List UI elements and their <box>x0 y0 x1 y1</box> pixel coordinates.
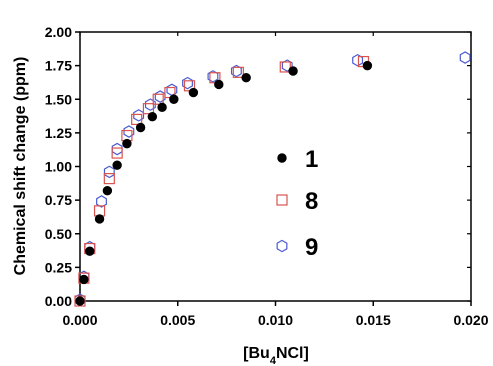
y-axis: 0.00 0.25 0.50 0.75 1.00 1.25 1.50 1.75 2.00 <box>45 24 471 309</box>
x-tick-label: 0.020 <box>453 312 488 328</box>
x-tick-label: 0.010 <box>258 312 293 328</box>
series-9 <box>74 51 471 306</box>
x-axis-title: [Bu4NCl] <box>243 345 309 366</box>
data-point-series-1 <box>288 66 298 76</box>
y-tick-label: 0.75 <box>45 192 72 208</box>
data-point-series-1 <box>362 60 373 71</box>
data-point-series-9 <box>459 51 471 64</box>
legend-label-1: 1 <box>305 146 318 173</box>
data-point-series-8 <box>142 103 155 115</box>
series-1 <box>75 60 373 306</box>
data-point-series-9 <box>96 195 107 208</box>
x-tick-label: 0.000 <box>62 312 97 328</box>
y-tick-label: 1.75 <box>45 58 72 74</box>
data-point-series-1 <box>135 122 146 133</box>
data-point-series-8 <box>131 113 143 126</box>
data-point-series-1 <box>214 79 224 90</box>
plot-border <box>79 31 472 302</box>
data-point-series-1 <box>169 94 179 104</box>
data-point-series-9 <box>103 165 115 179</box>
y-tick-label: 1.00 <box>45 159 72 175</box>
data-point-series-8 <box>279 61 291 73</box>
x-axis-title-subscript: 4 <box>270 355 277 366</box>
data-point-series-8 <box>232 66 244 78</box>
y-tick-label: 0.25 <box>45 259 72 275</box>
legend-marker-9 <box>276 239 288 253</box>
data-point-series-9 <box>144 98 156 111</box>
data-point-series-9 <box>281 59 293 72</box>
data-point-series-1 <box>188 87 199 98</box>
x-axis-title-prefix: [Bu <box>243 345 270 362</box>
data-point-series-1 <box>102 186 113 196</box>
legend-marker-1 <box>277 153 287 163</box>
data-point-series-1 <box>241 73 251 83</box>
data-point-series-1 <box>157 102 167 113</box>
legend-label-9: 9 <box>305 234 318 261</box>
data-point-series-8 <box>103 173 115 185</box>
y-tick-label: 1.25 <box>45 125 72 141</box>
y-tick-label: 0.50 <box>45 226 72 242</box>
data-point-series-9 <box>207 70 219 83</box>
data-point-series-1 <box>94 214 105 224</box>
y-axis-title: Chemical shift change (ppm) <box>12 57 29 276</box>
y-tick-label: 1.50 <box>45 91 72 107</box>
y-tick-label: 0.00 <box>45 293 72 309</box>
series-8 <box>74 55 370 307</box>
data-point-series-1 <box>85 246 95 256</box>
y-tick-label: 2.00 <box>45 24 72 40</box>
data-point-series-8 <box>74 295 86 307</box>
data-points <box>74 51 471 307</box>
x-axis-title-suffix: NCl] <box>276 345 309 362</box>
data-point-series-1 <box>79 274 89 285</box>
data-point-series-1 <box>112 160 122 170</box>
data-point-series-8 <box>152 93 164 105</box>
data-point-series-1 <box>147 112 158 122</box>
legend: 1 8 9 <box>276 146 318 261</box>
data-point-series-1 <box>122 138 132 149</box>
x-tick-label: 0.005 <box>160 312 195 328</box>
legend-label-8: 8 <box>305 188 318 215</box>
data-point-series-9 <box>111 142 123 156</box>
plot-frame <box>79 31 472 302</box>
x-axis: 0.000 0.005 0.010 0.015 0.020 <box>62 32 489 328</box>
data-point-series-9 <box>352 53 364 67</box>
data-point-series-1 <box>75 296 85 306</box>
data-point-series-8 <box>111 147 123 159</box>
data-point-series-9 <box>230 64 242 78</box>
data-point-series-9 <box>123 125 135 138</box>
x-tick-label: 0.015 <box>356 312 391 328</box>
legend-marker-8 <box>276 194 288 206</box>
